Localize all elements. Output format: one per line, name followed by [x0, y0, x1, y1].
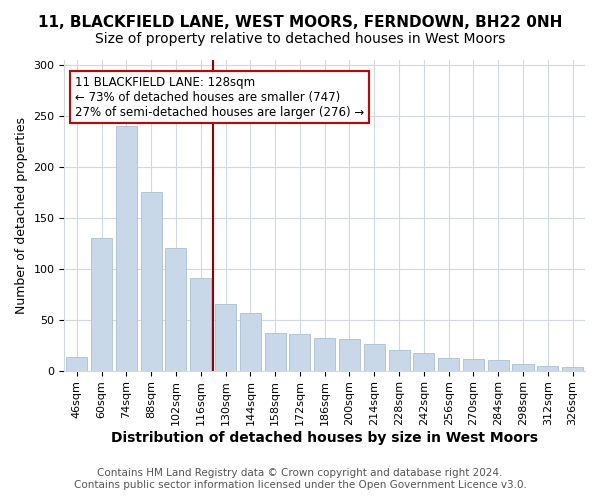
- Text: Contains HM Land Registry data © Crown copyright and database right 2024.
Contai: Contains HM Land Registry data © Crown c…: [74, 468, 526, 490]
- Bar: [438, 358, 459, 370]
- Bar: [562, 366, 583, 370]
- Bar: [413, 354, 434, 370]
- Bar: [140, 192, 162, 370]
- Text: Size of property relative to detached houses in West Moors: Size of property relative to detached ho…: [95, 32, 505, 46]
- Bar: [66, 358, 88, 370]
- Bar: [463, 360, 484, 370]
- Bar: [240, 312, 261, 370]
- Text: 11, BLACKFIELD LANE, WEST MOORS, FERNDOWN, BH22 0NH: 11, BLACKFIELD LANE, WEST MOORS, FERNDOW…: [38, 15, 562, 30]
- X-axis label: Distribution of detached houses by size in West Moors: Distribution of detached houses by size …: [111, 431, 538, 445]
- Bar: [488, 360, 509, 370]
- Bar: [116, 126, 137, 370]
- Bar: [215, 304, 236, 370]
- Bar: [314, 338, 335, 370]
- Bar: [166, 248, 187, 370]
- Bar: [91, 238, 112, 370]
- Bar: [190, 278, 211, 370]
- Bar: [537, 366, 559, 370]
- Bar: [512, 364, 533, 370]
- Y-axis label: Number of detached properties: Number of detached properties: [15, 117, 28, 314]
- Bar: [289, 334, 310, 370]
- Bar: [364, 344, 385, 370]
- Bar: [339, 339, 360, 370]
- Text: 11 BLACKFIELD LANE: 128sqm
← 73% of detached houses are smaller (747)
27% of sem: 11 BLACKFIELD LANE: 128sqm ← 73% of deta…: [75, 76, 364, 118]
- Bar: [389, 350, 410, 370]
- Bar: [265, 333, 286, 370]
